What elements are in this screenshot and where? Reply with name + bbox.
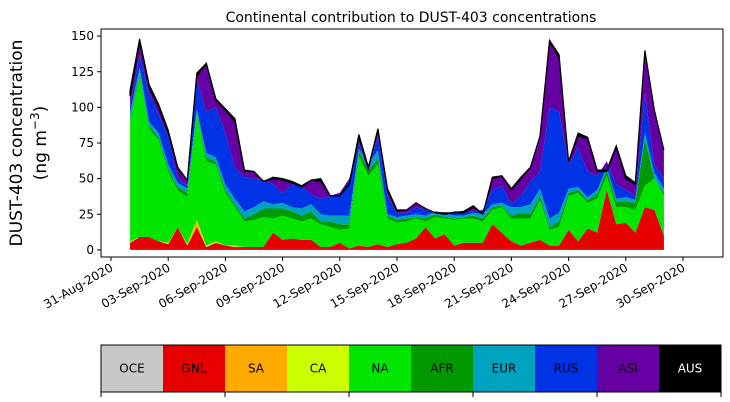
legend-label-ca: CA [310, 362, 327, 376]
area-asi [130, 41, 664, 215]
ylabel-suffix: ) [31, 106, 51, 113]
legend-label-oce: OCE [119, 362, 144, 376]
legend-swatch-oce [101, 345, 164, 392]
y-tick-label: 100 [71, 100, 94, 114]
ylabel-prefix: (ng m [31, 130, 51, 180]
y-ticks: 0 25 50 75 100 125 150 [71, 29, 101, 257]
area-aus [129, 38, 665, 216]
legend-swatch-ca [287, 345, 350, 392]
y-tick-label: 0 [86, 243, 94, 257]
legend-swatch-afr [411, 345, 474, 392]
ylabel-exp: −3 [28, 112, 42, 130]
legend-label-asi: ASI [618, 362, 637, 376]
y-tick-label: 25 [79, 207, 94, 221]
legend-label-na: NA [371, 362, 389, 376]
y-tick-label: 50 [79, 172, 94, 186]
legend-colorbar: OCE GNL SA CA NA AFR EUR RUS ASI AUS [100, 344, 722, 397]
chart-title: Continental contribution to DUST-403 con… [226, 10, 597, 26]
legend-label-aus: AUS [678, 362, 703, 376]
plot-frame [100, 28, 724, 258]
y-tick-label: 150 [71, 29, 94, 43]
legend-label-eur: EUR [492, 362, 517, 376]
y-axis-label-line2: (ng m−3) [28, 106, 51, 181]
stacked-areas [129, 38, 665, 250]
y-tick-label: 125 [71, 65, 94, 79]
legend-label-gnl: GNL [182, 362, 207, 376]
legend-swatch-aus [659, 345, 722, 392]
legend-swatch-rus [535, 345, 598, 392]
area-na [130, 76, 664, 249]
y-axis-label-line1: DUST-403 concentration [7, 40, 27, 247]
area-gnl [130, 190, 664, 250]
legend-swatch-asi [597, 345, 660, 392]
legend-swatch-na [349, 345, 412, 392]
legend-frame [100, 344, 722, 393]
y-axis-label: DUST-403 concentration (ng m−3) [7, 40, 51, 247]
legend-label-sa: SA [248, 362, 265, 376]
y-tick-label: 75 [79, 136, 94, 150]
legend-swatch-eur [473, 345, 536, 392]
area-rus [130, 54, 664, 219]
x-ticks: 31-Aug-202003-Sep-202006-Sep-202009-Sep-… [41, 257, 688, 311]
legend-swatch-gnl [163, 345, 226, 392]
legend-label-afr: AFR [430, 362, 453, 376]
legend-label-rus: RUS [554, 362, 579, 376]
legend-swatch-sa [225, 345, 288, 392]
